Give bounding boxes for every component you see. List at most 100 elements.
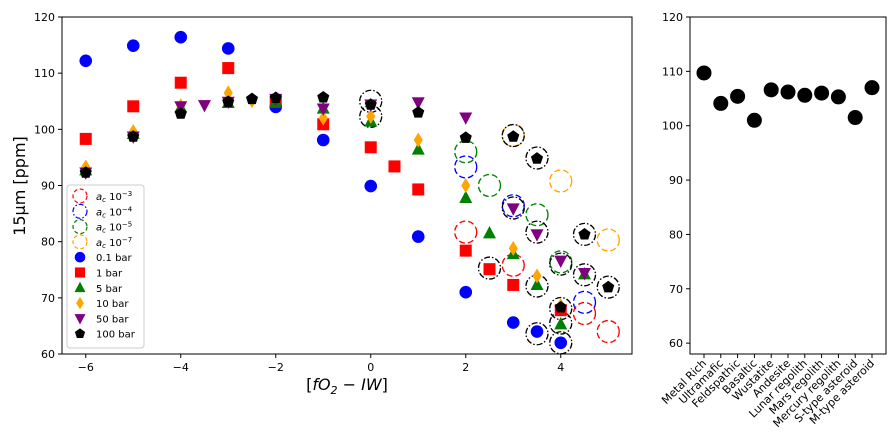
legend-symbol (74, 314, 86, 325)
right-data-markers (696, 65, 880, 128)
x-axis-label: [fO2 − IW] (306, 375, 388, 397)
data-point-100-bar (174, 107, 187, 119)
right-data-point (847, 110, 863, 126)
data-point-0-1-bar (174, 30, 188, 44)
data-point-50-bar (530, 229, 544, 242)
right-data-point (814, 85, 830, 101)
data-point-100-bar (602, 280, 615, 293)
right-data-point (797, 87, 813, 103)
data-point-0-1-bar (126, 39, 140, 52)
x-label-open-bracket: [ (306, 375, 312, 394)
data-point-5-bar (459, 190, 473, 203)
absorption-circle (525, 220, 549, 244)
legend-label: ac 10−7 (96, 236, 132, 250)
data-point-10-bar (413, 132, 423, 148)
data-point-10-bar (461, 178, 471, 193)
right-data-point (864, 80, 880, 96)
x-tick-label: 0 (367, 361, 374, 374)
data-point-0-1-bar (530, 325, 544, 338)
x-tick-label: −2 (268, 361, 284, 374)
data-point-100-bar (127, 130, 140, 142)
right-y-tick-label: 110 (662, 65, 683, 78)
data-point-1-bar (388, 160, 401, 173)
data-point-0-1-bar (411, 230, 425, 243)
data-point-1-bar (79, 132, 92, 145)
data-point-5-bar (483, 225, 496, 239)
data-point-10-bar (366, 108, 376, 124)
legend-label: 100 bar (96, 330, 136, 341)
absorption-circle (501, 253, 525, 277)
right-data-point (746, 112, 762, 128)
data-point-5-bar (554, 316, 568, 330)
y-tick-label: 90 (41, 180, 55, 193)
data-point-100-bar (554, 301, 567, 313)
right-data-point (730, 88, 746, 104)
legend-symbol (74, 328, 86, 339)
absorption-circle (596, 275, 620, 299)
absorption-circle (572, 301, 597, 326)
legend-label: 1 bar (96, 269, 123, 280)
legend: ac 10−3ac 10−4 ac 10−5ac 10−7 0.1 bar 1 bar… (66, 184, 145, 349)
y-tick-label: 80 (41, 236, 55, 249)
absorption-circle (525, 203, 549, 227)
y-tick-label: 110 (34, 67, 55, 80)
data-point-1-bar (412, 183, 425, 196)
right-y-tick-label: 80 (669, 228, 683, 241)
data-point-50-bar (411, 97, 425, 110)
absorption-circle (596, 228, 620, 252)
legend-symbol (72, 234, 88, 250)
data-point-1-bar (222, 62, 235, 75)
data-point-50-bar (174, 101, 188, 114)
legend-label: ac 10−3 (96, 190, 132, 204)
data-point-100-bar (412, 106, 425, 118)
absorption-circle (596, 319, 620, 344)
data-point-50-bar (198, 100, 211, 113)
data-point-100-bar (364, 98, 377, 110)
right-data-point (830, 89, 846, 105)
data-point-50-bar (316, 103, 330, 116)
data-point-1-bar (507, 278, 520, 291)
absorption-circle (454, 155, 478, 179)
absorption-circle (454, 220, 478, 244)
x-label-f: f (312, 375, 320, 394)
data-point-100-bar (578, 227, 591, 240)
absorption-circle (525, 322, 549, 346)
data-point-100-bar (245, 92, 259, 105)
right-plot-frame (689, 16, 887, 355)
absorption-circle (501, 196, 525, 220)
y-axis-label: 15µm [ppm] (10, 136, 29, 236)
legend-symbol (72, 203, 88, 219)
data-point-0-1-bar (364, 179, 378, 193)
right-data-point (763, 82, 779, 98)
legend-label: 10 bar (96, 299, 129, 310)
data-point-1-bar (364, 141, 377, 154)
data-point-50-bar (506, 203, 520, 216)
y-tick-label: 60 (41, 348, 55, 361)
data-point-1-bar (483, 263, 496, 276)
data-point-0-1-bar (554, 336, 568, 350)
data-point-1-bar (459, 244, 472, 257)
absorption-circle (477, 173, 502, 198)
data-point-0-1-bar (79, 54, 93, 68)
right-y-tick-label: 90 (669, 174, 683, 187)
right-y-tick-label: 120 (662, 11, 683, 24)
absorption-circle (525, 146, 549, 170)
main-axis-ticks: −6 −4 −2 0 2 4 60 70 80 90 100 110 120 (34, 11, 564, 374)
absorption-circle (477, 256, 502, 280)
data-point-100-bar (269, 91, 282, 104)
data-point-50-bar (578, 268, 591, 281)
right-plot-area (690, 17, 886, 354)
x-label-o: O (318, 375, 331, 394)
legend-symbol (72, 188, 88, 204)
data-point-0-1-bar (316, 133, 330, 147)
legend-entries: ac 10−3ac 10−4 ac 10−5ac 10−7 0.1 bar 1 bar… (72, 188, 136, 341)
legend-label: ac 10−4 (96, 205, 133, 219)
absorption-circle (572, 263, 597, 287)
y-tick-label: 120 (34, 11, 55, 24)
legend-label: 0.1 bar (96, 253, 133, 264)
legend-symbol (74, 251, 86, 263)
data-point-10-bar (508, 240, 518, 256)
